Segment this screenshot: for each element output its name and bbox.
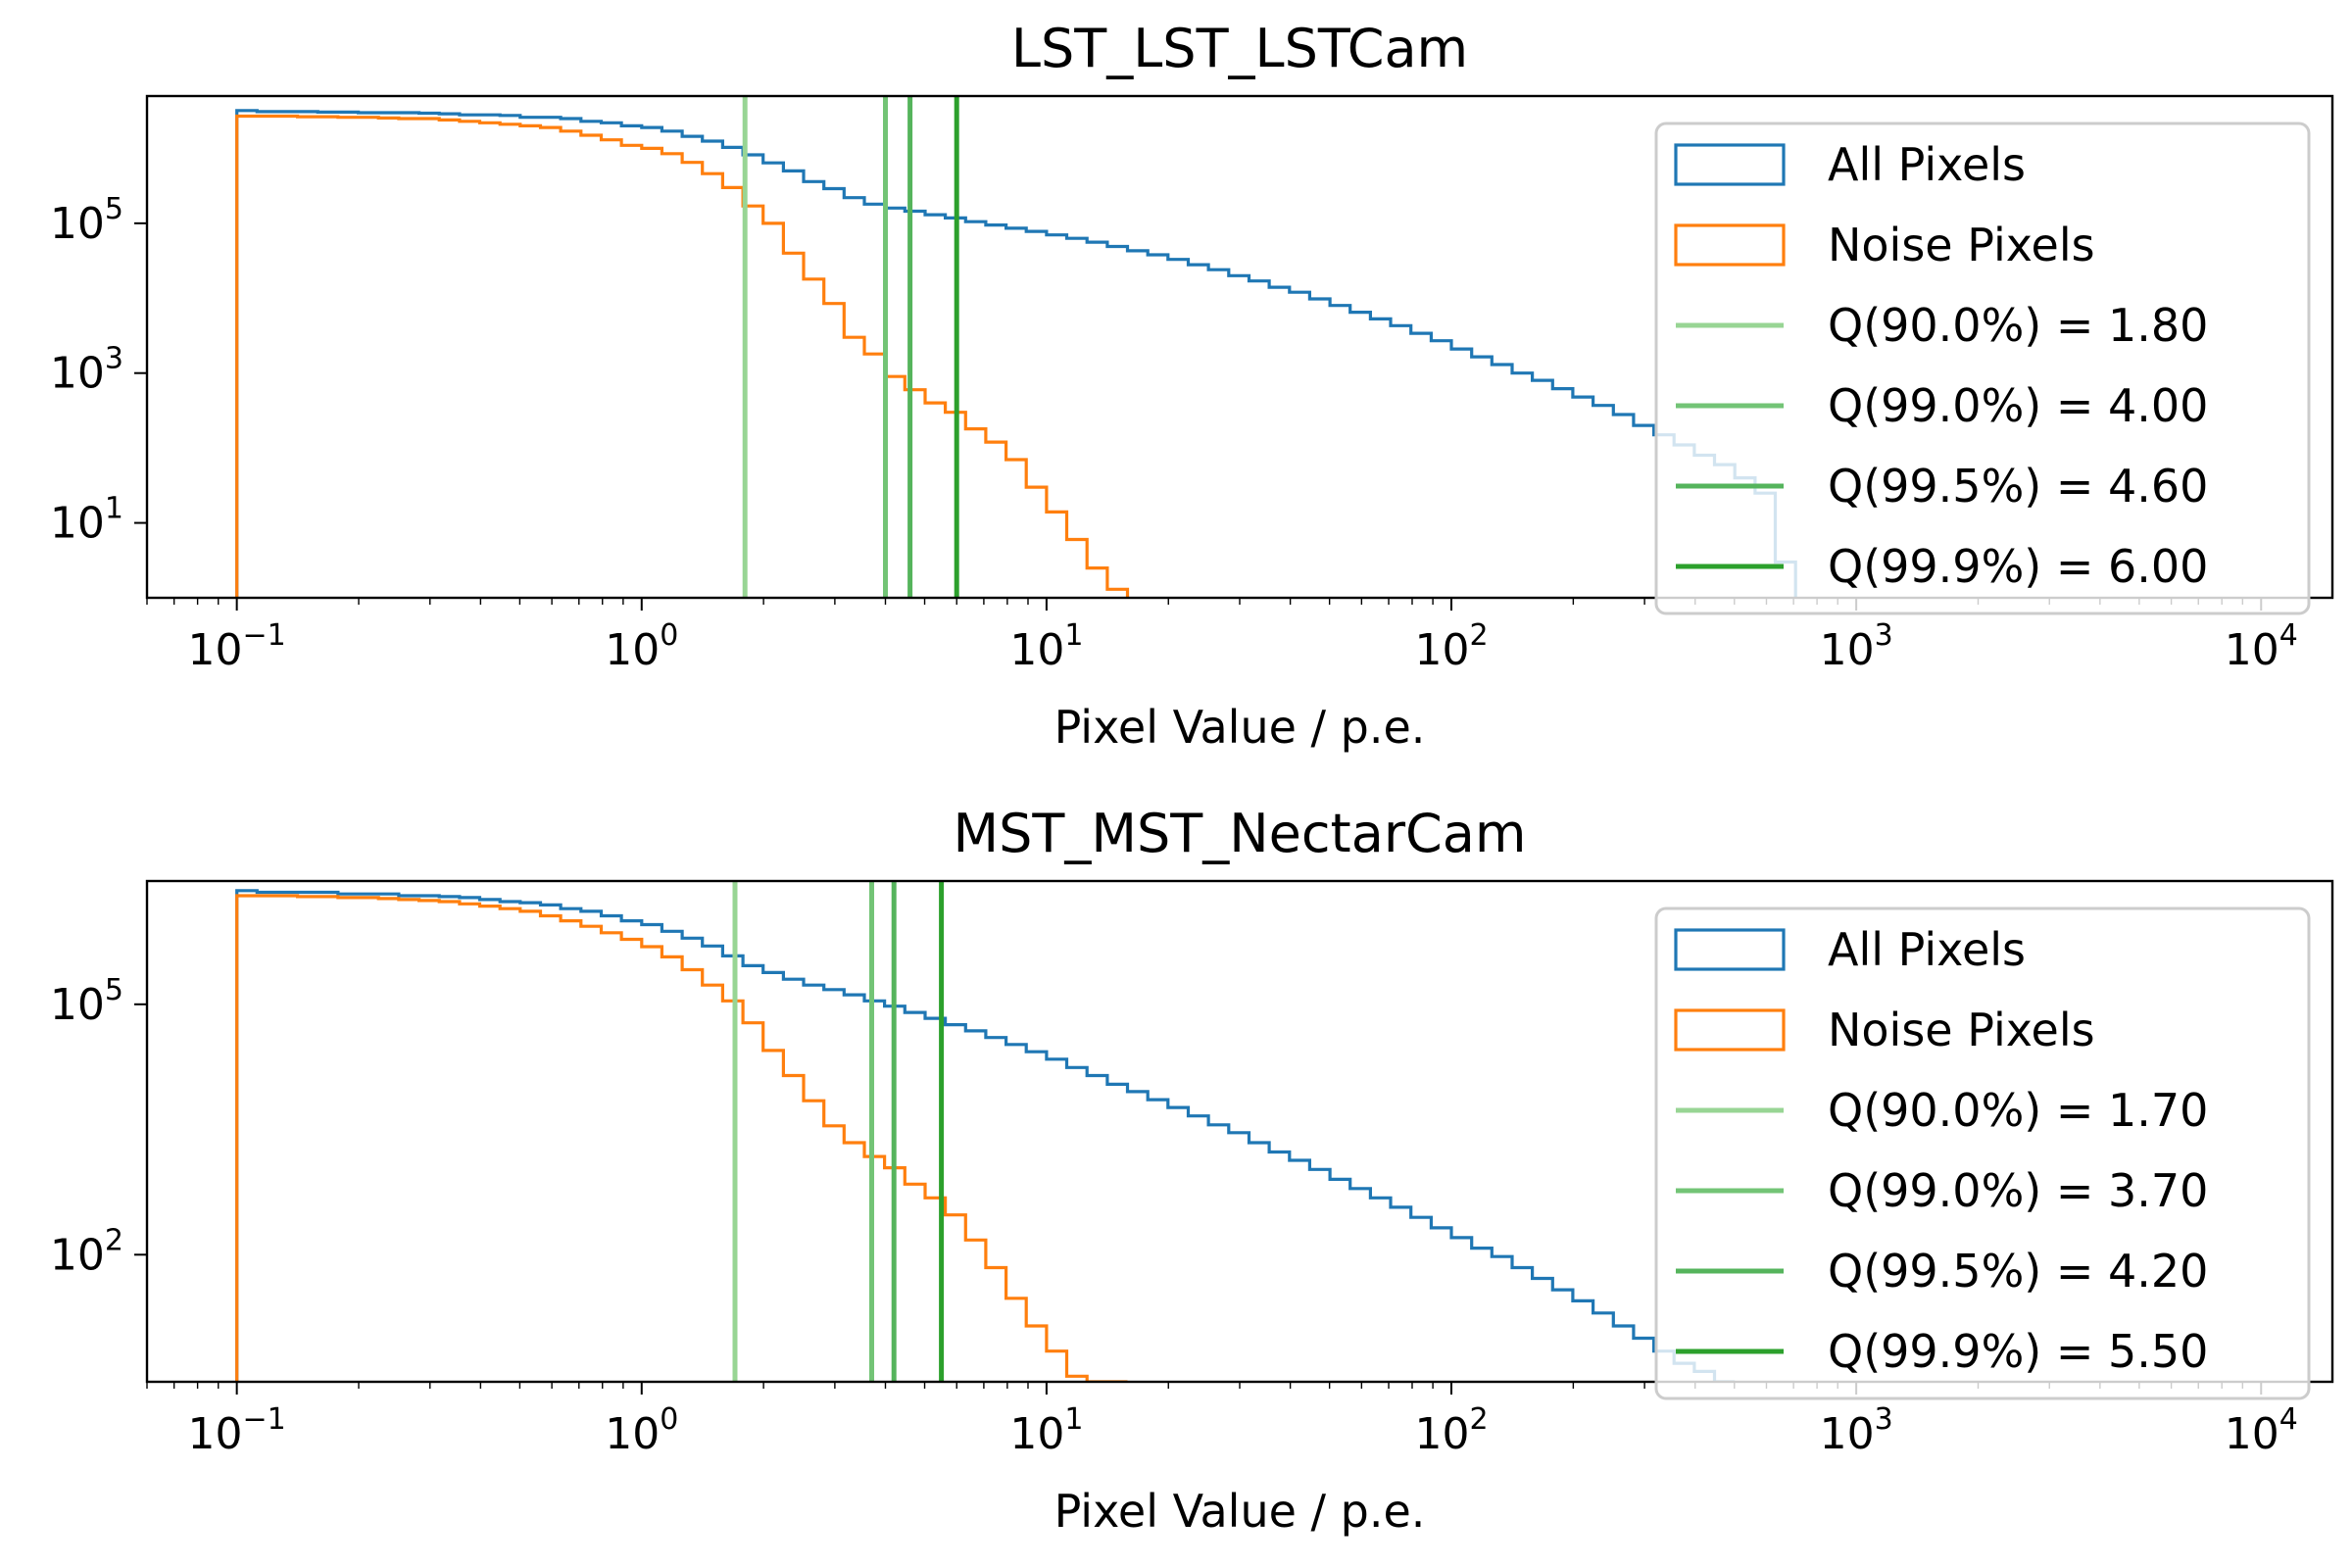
y-tick-label: 105 [50,192,123,249]
histogram-series-all-pixels [235,889,1736,1382]
legend-label: All Pixels [1828,923,2026,976]
y-tick-label: 101 [50,492,123,549]
x-tick-label: 10−1 [188,618,286,675]
legend-label: Q(99.0%) = 3.70 [1828,1164,2208,1217]
legend-label: Noise Pixels [1828,1004,2095,1056]
x-tick-label: 100 [605,618,678,675]
legend-label: Q(99.9%) = 6.00 [1828,540,2208,593]
legend-label: Q(99.5%) = 4.60 [1828,460,2208,513]
x-tick-label: 104 [2225,618,2298,675]
legend-box [1654,122,2311,615]
x-tick-label: 103 [1820,1402,1893,1459]
legend-label: Noise Pixels [1828,219,2095,271]
x-tick-label: 101 [1009,1402,1083,1459]
legend-label: Q(99.0%) = 4.00 [1828,379,2208,432]
y-tick-label: 102 [50,1223,123,1280]
histogram-series-noise-pixels [235,894,1128,1382]
legend-swatch [1674,223,1786,267]
legend-swatch [1674,928,1786,971]
legend-swatch [1674,1008,1786,1052]
legend-label: Q(90.0%) = 1.80 [1828,299,2208,352]
plot-area [235,96,1797,598]
legend-label: Q(99.5%) = 4.20 [1828,1245,2208,1298]
legend-box [1654,906,2311,1400]
legend-swatch [1674,143,1786,186]
x-axis-label: Pixel Value / p.e. [1054,701,1426,754]
plot-area [235,881,1736,1382]
histogram-series-noise-pixels [235,114,1130,598]
x-tick-label: 100 [605,1402,678,1459]
chart-title: LST_LST_LSTCam [1011,18,1468,79]
x-tick-label: 103 [1820,618,1893,675]
x-tick-label: 101 [1009,618,1083,675]
x-tick-label: 10−1 [188,1402,286,1459]
histogram-series-all-pixels [235,109,1797,598]
x-axis-label: Pixel Value / p.e. [1054,1485,1426,1538]
x-tick-label: 104 [2225,1402,2298,1459]
chart-title: MST_MST_NectarCam [954,803,1527,864]
y-tick-label: 105 [50,973,123,1030]
x-tick-label: 102 [1414,1402,1488,1459]
y-tick-label: 103 [50,342,123,399]
chart-panel-2: 10−1 100 101 102 103 104 102 105 MST_MST_NectarC… [50,803,2334,1538]
legend-label: All Pixels [1828,138,2026,191]
legend-label: Q(90.0%) = 1.70 [1828,1084,2208,1137]
x-tick-label: 102 [1414,618,1488,675]
chart-panel-1: 10−1 100 101 102 103 104 101 103 105 LST_LST_LSTC… [50,18,2334,754]
legend-label: Q(99.9%) = 5.50 [1828,1325,2208,1378]
